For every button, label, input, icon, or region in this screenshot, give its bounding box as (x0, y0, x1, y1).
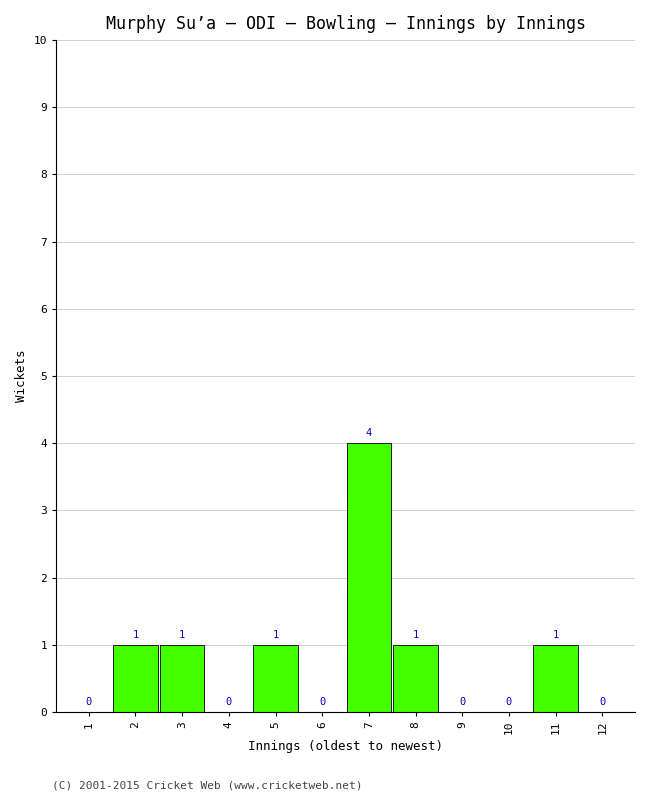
Text: 4: 4 (366, 429, 372, 438)
Bar (160, 645, 204, 712)
Text: 0: 0 (459, 697, 465, 706)
Bar (346, 443, 391, 712)
Bar (393, 645, 437, 712)
Text: 0: 0 (319, 697, 325, 706)
Text: 1: 1 (272, 630, 279, 640)
Text: 1: 1 (413, 630, 419, 640)
Text: 0: 0 (86, 697, 92, 706)
Text: 0: 0 (506, 697, 512, 706)
Title: Murphy Suʼa – ODI – Bowling – Innings by Innings: Murphy Suʼa – ODI – Bowling – Innings by… (105, 15, 586, 33)
Bar (113, 645, 158, 712)
X-axis label: Innings (oldest to newest): Innings (oldest to newest) (248, 740, 443, 753)
Y-axis label: Wickets: Wickets (15, 350, 28, 402)
Text: 1: 1 (133, 630, 138, 640)
Bar (254, 645, 298, 712)
Text: 0: 0 (226, 697, 232, 706)
Bar (534, 645, 578, 712)
Text: 0: 0 (599, 697, 605, 706)
Text: 1: 1 (179, 630, 185, 640)
Text: (C) 2001-2015 Cricket Web (www.cricketweb.net): (C) 2001-2015 Cricket Web (www.cricketwe… (52, 781, 363, 790)
Text: 1: 1 (552, 630, 559, 640)
